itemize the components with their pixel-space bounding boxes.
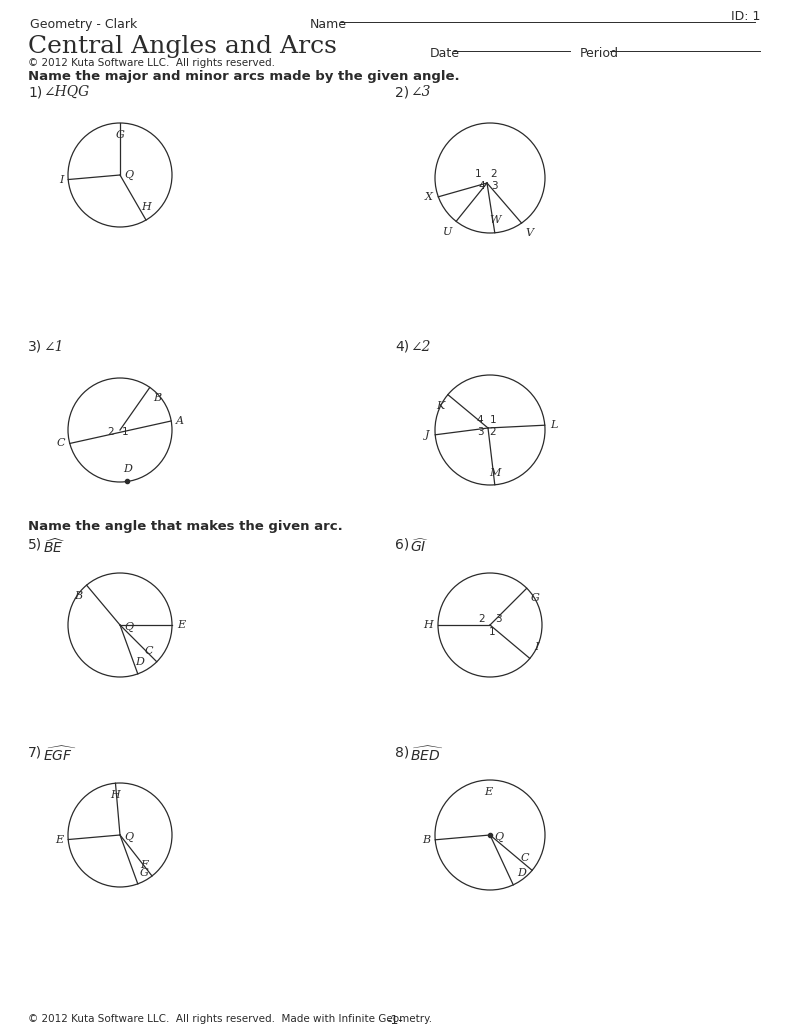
Text: 2): 2) [395, 85, 409, 99]
Text: C: C [520, 853, 529, 863]
Text: 2: 2 [490, 169, 498, 179]
Text: D: D [135, 656, 144, 667]
Text: © 2012 Kuta Software LLC.  All rights reserved.  Made with Infinite Geometry.: © 2012 Kuta Software LLC. All rights res… [28, 1014, 432, 1024]
Text: 2: 2 [490, 427, 496, 437]
Text: I: I [59, 174, 63, 184]
Text: ∠HQG: ∠HQG [43, 85, 89, 99]
Text: 2: 2 [479, 614, 486, 624]
Text: $\widehat{BED}$: $\widehat{BED}$ [410, 745, 444, 764]
Text: B: B [74, 591, 82, 601]
Text: ∠3: ∠3 [410, 85, 430, 99]
Text: Q: Q [124, 831, 133, 842]
Text: A: A [176, 416, 184, 426]
Text: 6): 6) [395, 537, 409, 551]
Text: G: G [115, 130, 124, 140]
Text: 2: 2 [108, 427, 114, 437]
Text: J: J [425, 430, 430, 439]
Text: $\widehat{EGF}$: $\widehat{EGF}$ [43, 745, 76, 764]
Text: 5): 5) [28, 537, 42, 551]
Text: E: E [177, 620, 185, 630]
Text: ∠2: ∠2 [410, 340, 430, 354]
Text: K: K [437, 400, 445, 411]
Text: © 2012 Kuta Software LLC.  All rights reserved.: © 2012 Kuta Software LLC. All rights res… [28, 58, 275, 68]
Text: H: H [141, 202, 151, 212]
Text: C: C [144, 646, 153, 655]
Text: 4): 4) [395, 340, 409, 354]
Text: -1-: -1- [387, 1014, 403, 1024]
Text: F: F [140, 860, 148, 870]
Text: Q: Q [124, 622, 133, 632]
Text: 3: 3 [494, 614, 501, 624]
Text: L: L [550, 420, 557, 430]
Text: I: I [534, 642, 538, 652]
Text: H: H [111, 791, 120, 800]
Text: D: D [517, 868, 526, 878]
Text: Geometry - Clark: Geometry - Clark [30, 18, 138, 31]
Text: V: V [525, 228, 534, 238]
Text: 1): 1) [28, 85, 42, 99]
Text: Central Angles and Arcs: Central Angles and Arcs [28, 35, 337, 58]
Text: D: D [123, 465, 131, 474]
Text: G: G [531, 593, 539, 603]
Text: Q: Q [494, 831, 503, 842]
Text: B: B [153, 393, 161, 403]
Text: Name: Name [310, 18, 347, 31]
Text: B: B [422, 835, 430, 845]
Text: Date: Date [430, 47, 460, 60]
Text: $\widehat{BE}$: $\widehat{BE}$ [43, 537, 66, 556]
Text: H: H [423, 620, 433, 630]
Text: 8): 8) [395, 745, 409, 759]
Text: 3: 3 [477, 427, 483, 437]
Text: X: X [425, 191, 433, 202]
Text: M: M [489, 468, 501, 478]
Text: 1: 1 [490, 415, 496, 425]
Text: E: E [484, 787, 492, 797]
Text: Period: Period [580, 47, 619, 60]
Text: 7): 7) [28, 745, 42, 759]
Text: 1: 1 [489, 627, 495, 637]
Text: 4: 4 [477, 415, 483, 425]
Text: 3: 3 [490, 181, 498, 191]
Text: E: E [55, 835, 63, 845]
Text: 1: 1 [475, 169, 481, 179]
Text: Name the major and minor arcs made by the given angle.: Name the major and minor arcs made by th… [28, 70, 460, 83]
Text: ID: 1: ID: 1 [731, 10, 760, 23]
Text: G: G [140, 868, 149, 878]
Text: 1: 1 [122, 427, 129, 437]
Text: Q: Q [124, 170, 133, 180]
Text: W: W [489, 215, 501, 225]
Text: $\widehat{GI}$: $\widehat{GI}$ [410, 537, 429, 555]
Text: ∠1: ∠1 [43, 340, 63, 354]
Text: 4: 4 [479, 181, 486, 191]
Text: Name the angle that makes the given arc.: Name the angle that makes the given arc. [28, 520, 343, 534]
Text: 3): 3) [28, 340, 42, 354]
Text: U: U [443, 227, 452, 238]
Text: C: C [56, 438, 65, 449]
